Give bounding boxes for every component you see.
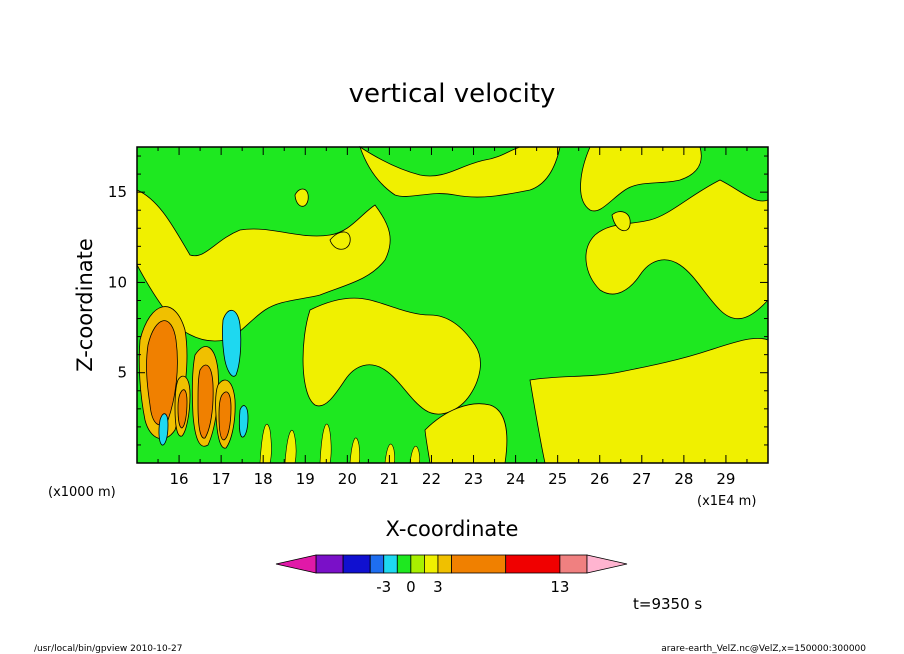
x-tick-label: 29: [716, 470, 735, 488]
colorbar-swatch: [396, 554, 412, 574]
y-tick-label: 15: [108, 183, 127, 201]
yellow-blob-c: [329, 231, 351, 250]
colorbar-swatch: [342, 554, 371, 574]
colorbar-min-arrow: [275, 554, 317, 574]
positive-weak-regions: [136, 146, 769, 464]
footer-right: arare-earth_VelZ.nc@VelZ,x=150000:300000: [661, 644, 866, 654]
colorbar-max-arrow: [586, 554, 628, 574]
plume-strong-1: [146, 320, 178, 426]
x-tick-label: 28: [674, 470, 693, 488]
x-tick-label: 17: [212, 470, 231, 488]
x-ticks: 16 17 18 19 20 21 22 23 24 25 26 27 28 29: [157, 147, 748, 488]
yellow-region-right-top: [580, 146, 702, 212]
negative-region-small-1: [158, 413, 169, 446]
colorbar-label: 3: [433, 578, 443, 596]
x-tick-label: 24: [506, 470, 525, 488]
plume-strong-3: [218, 391, 232, 441]
y-ticks: 5 10 15: [108, 155, 768, 446]
x-tick-label: 26: [590, 470, 609, 488]
x-tick-label: 21: [380, 470, 399, 488]
plot-area: 16 17 18 19 20 21 22 23 24 25 26 27 28 29 5 10 15: [108, 146, 769, 488]
negative-region-updraft-edge: [221, 310, 242, 377]
colorbar: -3 0 3 13: [275, 554, 628, 596]
yellow-blob-a: [294, 188, 309, 207]
y-axis-unit: (x1000 m): [48, 485, 116, 500]
yellow-region-center: [302, 297, 481, 415]
x-tick-label: 19: [296, 470, 315, 488]
x-tick-label: 22: [422, 470, 441, 488]
chart-title: vertical velocity: [349, 79, 556, 109]
colorbar-swatch: [410, 554, 425, 574]
x-axis-title: X-coordinate: [386, 517, 519, 541]
yellow-region-upper-left: [136, 189, 391, 342]
colorbar-swatch: [437, 554, 452, 574]
x-tick-label: 25: [548, 470, 567, 488]
x-tick-label: 27: [632, 470, 651, 488]
colorbar-swatch: [559, 554, 588, 574]
yellow-region-right: [585, 179, 769, 320]
colorbar-label: 13: [550, 578, 569, 596]
negative-region-small-2: [239, 405, 249, 438]
yellow-region-lower-mid: [424, 403, 508, 464]
yellow-region-lower-right: [529, 337, 769, 464]
colorbar-label: 0: [406, 578, 416, 596]
surface-streaks: [259, 423, 421, 464]
colorbar-swatch: [451, 554, 507, 574]
x-tick-label: 16: [170, 470, 189, 488]
y-tick-label: 5: [117, 364, 127, 382]
x-tick-label: 20: [338, 470, 357, 488]
x-tick-label: 23: [464, 470, 483, 488]
colorbar-swatch: [315, 554, 344, 574]
colorbar-swatch: [505, 554, 561, 574]
y-axis-title: Z-coordinate: [73, 238, 97, 372]
plume-strong-4: [177, 389, 188, 429]
yellow-region-top: [359, 146, 561, 198]
negative-regions: [158, 310, 249, 446]
yellow-blob-b: [611, 211, 631, 232]
y-tick-label: 10: [108, 273, 127, 291]
time-label: t=9350 s: [633, 595, 702, 613]
colorbar-swatch: [383, 554, 398, 574]
plume-strong-2: [197, 364, 214, 439]
colorbar-swatch: [423, 554, 439, 574]
colorbar-swatch: [369, 554, 385, 574]
colorbar-label: -3: [376, 578, 391, 596]
footer-left: /usr/local/bin/gpview 2010-10-27: [34, 644, 182, 654]
positive-plumes: [138, 306, 236, 449]
x-tick-label: 18: [254, 470, 273, 488]
x-axis-unit: (x1E4 m): [697, 494, 756, 509]
